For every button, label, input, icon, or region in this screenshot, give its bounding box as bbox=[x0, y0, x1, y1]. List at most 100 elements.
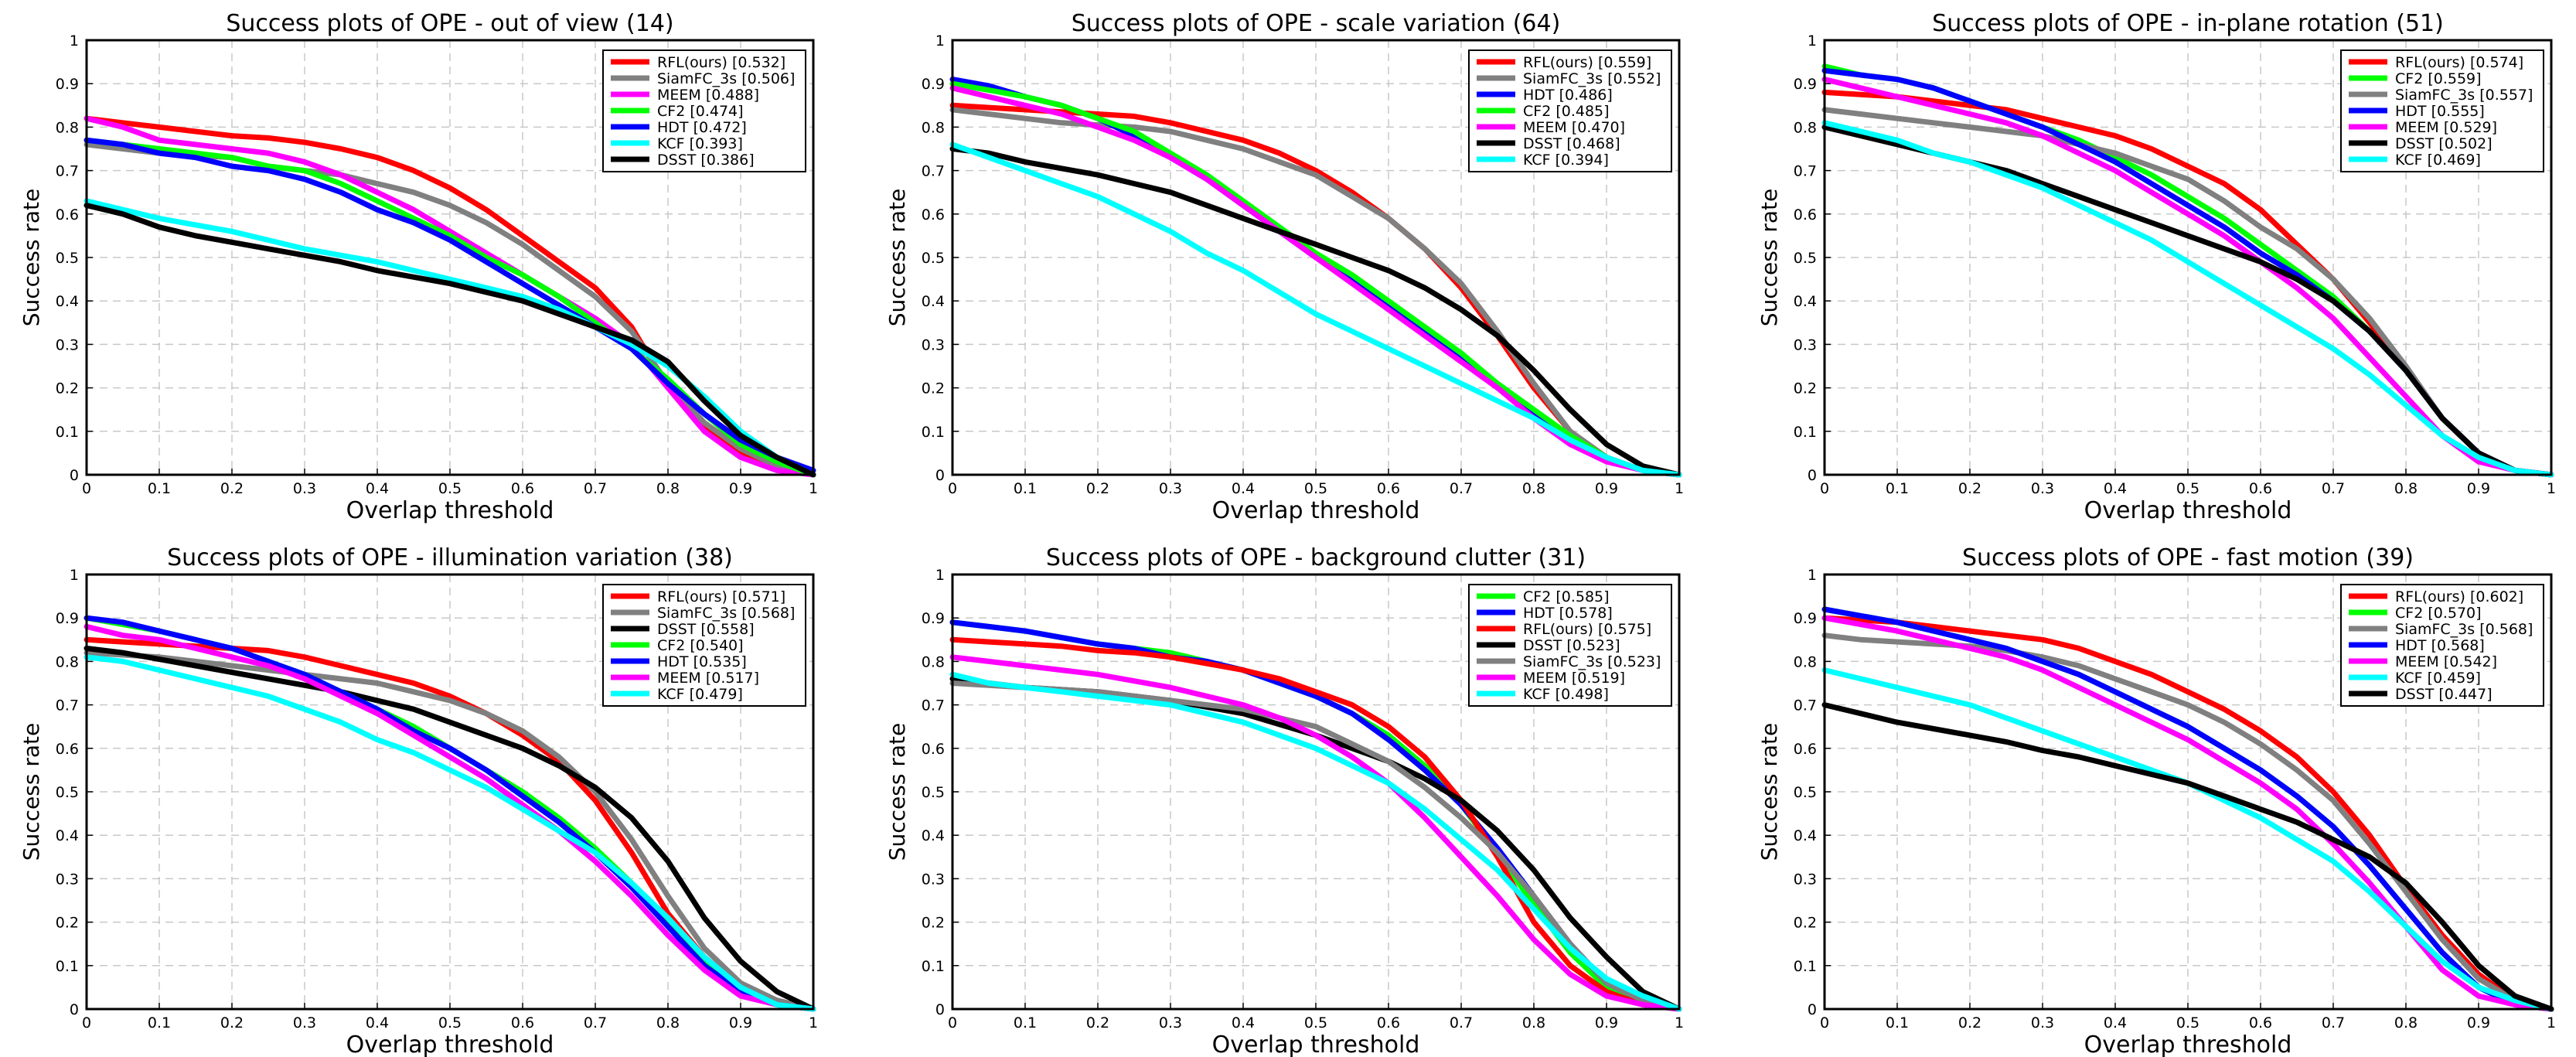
y-tick-label: 0.3 bbox=[922, 336, 945, 353]
series-line bbox=[949, 146, 1682, 478]
legend-entry: KCF [0.459] bbox=[2395, 670, 2481, 687]
x-tick-label: 0.7 bbox=[1450, 480, 1473, 497]
legend-entry: RFL(ours) [0.532] bbox=[657, 54, 785, 71]
x-tick-label: 0 bbox=[948, 1014, 957, 1031]
legend-entry: CF2 [0.570] bbox=[2395, 605, 2482, 622]
x-tick-label: 0.1 bbox=[148, 1014, 171, 1031]
chart-panel: 0 0.1 0.2 0.3 0.4 0.5 0.6 0.7 0.8 0.9 1 0 0.1 0.2 0.3 0… bbox=[884, 544, 1684, 1057]
y-tick-label: 0.7 bbox=[56, 163, 79, 180]
y-axis-label: Success rate bbox=[1757, 189, 1782, 327]
y-tick-label: 0.7 bbox=[922, 697, 945, 714]
x-tick-label: 0.4 bbox=[1232, 1014, 1255, 1031]
y-tick-label: 0.6 bbox=[56, 206, 79, 223]
y-tick-label: 0.8 bbox=[922, 119, 945, 136]
series-line bbox=[83, 615, 816, 1012]
legend-entry: SiamFC_3s [0.552] bbox=[1523, 70, 1661, 87]
chart-title: Success plots of OPE - out of view (14) bbox=[226, 10, 673, 37]
x-tick-label: 0.6 bbox=[1377, 480, 1400, 497]
x-tick-label: 0.7 bbox=[1450, 1014, 1473, 1031]
y-tick-label: 0.2 bbox=[1794, 380, 1817, 397]
legend-entry: MEEM [0.470] bbox=[1523, 119, 1625, 136]
legend-entry: SiamFC_3s [0.523] bbox=[1523, 653, 1661, 670]
y-tick-label: 0.1 bbox=[56, 424, 79, 441]
x-tick-label: 0.4 bbox=[2104, 480, 2127, 497]
legend-entry: MEEM [0.542] bbox=[2395, 653, 2497, 670]
chart-title: Success plots of OPE - in-plane rotation… bbox=[1932, 10, 2444, 37]
legend-entry: HDT [0.578] bbox=[1523, 605, 1613, 622]
y-tick-label: 0.7 bbox=[1794, 163, 1817, 180]
series-line bbox=[949, 671, 1682, 1012]
legend-entry: SiamFC_3s [0.557] bbox=[2395, 87, 2533, 104]
series-line bbox=[83, 650, 816, 1012]
legend-entry: HDT [0.535] bbox=[657, 653, 747, 670]
series-line bbox=[83, 203, 816, 478]
y-tick-label: 1 bbox=[935, 32, 945, 49]
x-tick-label: 0.7 bbox=[584, 480, 607, 497]
y-tick-label: 0.3 bbox=[1794, 336, 1817, 353]
x-tick-label: 0.3 bbox=[293, 1014, 316, 1031]
x-tick-label: 0.6 bbox=[511, 1014, 534, 1031]
series-line bbox=[949, 636, 1682, 1012]
legend-entry: SiamFC_3s [0.568] bbox=[657, 605, 795, 622]
y-tick-label: 0.1 bbox=[1794, 424, 1817, 441]
axes-frame bbox=[1823, 573, 2553, 1011]
y-tick-label: 0.8 bbox=[1794, 119, 1817, 136]
x-tick-label: 1 bbox=[2547, 1014, 2556, 1031]
x-tick-label: 0.2 bbox=[1086, 480, 1109, 497]
x-tick-label: 0.8 bbox=[656, 1014, 680, 1031]
x-tick-label: 0.4 bbox=[1232, 480, 1255, 497]
legend-entry: HDT [0.486] bbox=[1523, 87, 1613, 104]
legend-entry: HDT [0.555] bbox=[2395, 103, 2485, 120]
legend-entry: DSST [0.523] bbox=[1523, 637, 1620, 654]
y-tick-label: 0.3 bbox=[922, 871, 945, 888]
chart-title: Success plots of OPE - illumination vari… bbox=[167, 544, 733, 571]
x-tick-label: 0 bbox=[82, 1014, 91, 1031]
x-tick-label: 0.1 bbox=[1014, 1014, 1037, 1031]
series-line bbox=[1821, 615, 2554, 1012]
y-tick-label: 0.7 bbox=[1794, 697, 1817, 714]
x-axis-label: Overlap threshold bbox=[1212, 1031, 1420, 1057]
y-tick-label: 0.9 bbox=[1794, 76, 1817, 93]
y-tick-label: 0.6 bbox=[56, 741, 79, 758]
y-tick-label: 0.4 bbox=[56, 827, 79, 844]
y-tick-label: 0.9 bbox=[922, 610, 945, 627]
y-tick-label: 0 bbox=[935, 467, 945, 484]
y-tick-label: 0.6 bbox=[1794, 206, 1817, 223]
x-tick-label: 0.2 bbox=[1086, 1014, 1109, 1031]
y-tick-label: 0.1 bbox=[56, 958, 79, 975]
x-axis-label: Overlap threshold bbox=[2084, 1031, 2292, 1057]
legend-entry: HDT [0.472] bbox=[657, 119, 747, 136]
series-line bbox=[949, 80, 1682, 478]
legend-entry: CF2 [0.474] bbox=[657, 103, 744, 120]
y-tick-label: 1 bbox=[935, 567, 945, 584]
x-tick-label: 0.6 bbox=[511, 480, 534, 497]
x-tick-label: 0.2 bbox=[220, 1014, 244, 1031]
legend-entry: DSST [0.558] bbox=[657, 621, 755, 638]
x-tick-label: 0.8 bbox=[1522, 1014, 1545, 1031]
legend-entry: CF2 [0.585] bbox=[1523, 588, 1610, 605]
x-tick-label: 0.2 bbox=[1958, 1014, 1981, 1031]
series-line bbox=[83, 646, 816, 1012]
x-tick-label: 0.2 bbox=[220, 480, 244, 497]
y-tick-label: 0.5 bbox=[56, 784, 79, 801]
axes-frame bbox=[85, 39, 815, 476]
x-tick-label: 1 bbox=[2547, 480, 2556, 497]
x-tick-label: 0.3 bbox=[2031, 480, 2054, 497]
legend-entry: HDT [0.568] bbox=[2395, 637, 2485, 654]
x-axis-label: Overlap threshold bbox=[2084, 497, 2292, 524]
chart-panel: 0 0.1 0.2 0.3 0.4 0.5 0.6 0.7 0.8 0.9 1 0 0.1 0.2 0.3 0… bbox=[1757, 544, 2556, 1057]
y-tick-label: 1 bbox=[70, 567, 79, 584]
chart-panel: 0 0.1 0.2 0.3 0.4 0.5 0.6 0.7 0.8 0.9 1 0 0.1 0.2 0.3 0… bbox=[884, 10, 1684, 524]
legend-entry: MEEM [0.519] bbox=[1523, 670, 1625, 687]
x-tick-label: 0.6 bbox=[1377, 1014, 1400, 1031]
legend: RFL(ours) [0.571]SiamFC_3s [0.568]DSST [… bbox=[602, 584, 806, 707]
x-tick-label: 0.9 bbox=[2467, 480, 2490, 497]
y-tick-label: 0 bbox=[935, 1001, 945, 1018]
y-tick-label: 0.2 bbox=[1794, 915, 1817, 932]
x-tick-label: 0.2 bbox=[1958, 480, 1981, 497]
y-tick-label: 0.7 bbox=[56, 697, 79, 714]
y-tick-label: 0.9 bbox=[1794, 610, 1817, 627]
x-tick-label: 0.1 bbox=[1014, 480, 1037, 497]
x-tick-label: 0.9 bbox=[1595, 480, 1618, 497]
